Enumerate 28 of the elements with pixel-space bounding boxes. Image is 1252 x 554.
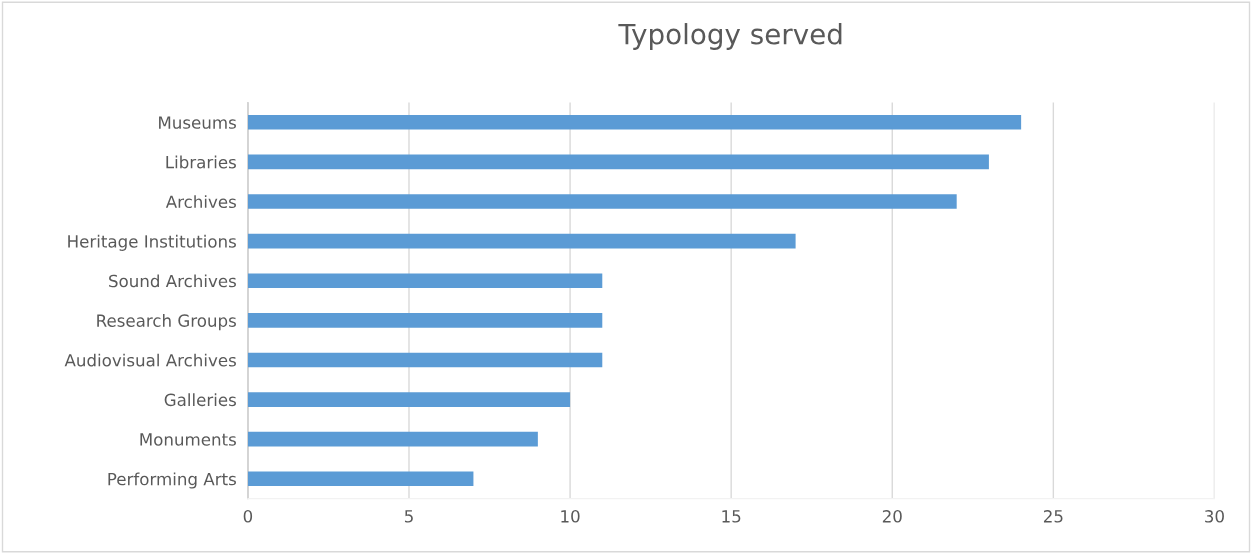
x-tick-label: 0: [243, 510, 253, 523]
x-tick-label: 15: [722, 510, 741, 523]
bar: [247, 313, 603, 328]
y-tick-label: Sound Archives: [109, 274, 236, 288]
y-tick-label: Heritage Institutions: [68, 234, 236, 251]
bar: [247, 233, 796, 249]
y-tick-label: Libraries: [166, 155, 236, 169]
x-tick-label: 5: [404, 510, 413, 523]
bar: [247, 392, 571, 407]
y-tick-label: Monuments: [140, 433, 236, 446]
y-tick-label: Museums: [159, 116, 236, 129]
y-tick-label: Archives: [165, 195, 236, 209]
y-tick-label: Performing Arts: [108, 472, 236, 489]
x-tick-label: 30: [1205, 510, 1224, 523]
x-tick-label: 20: [882, 510, 902, 523]
bar: [247, 194, 957, 209]
bar: [247, 273, 603, 289]
chart-title: Typology served: [618, 23, 842, 50]
y-tick-label: Audiovisual Archives: [64, 353, 236, 367]
y-tick-label: Research Groups: [97, 314, 236, 331]
x-tick-label: 25: [1043, 510, 1063, 523]
x-tick-label: 10: [561, 510, 580, 523]
y-tick-label: Galleries: [164, 393, 236, 407]
bar: [247, 352, 603, 368]
bar: [247, 431, 538, 447]
bar: [247, 114, 1022, 130]
bar: [247, 154, 989, 170]
bar: [247, 471, 474, 487]
